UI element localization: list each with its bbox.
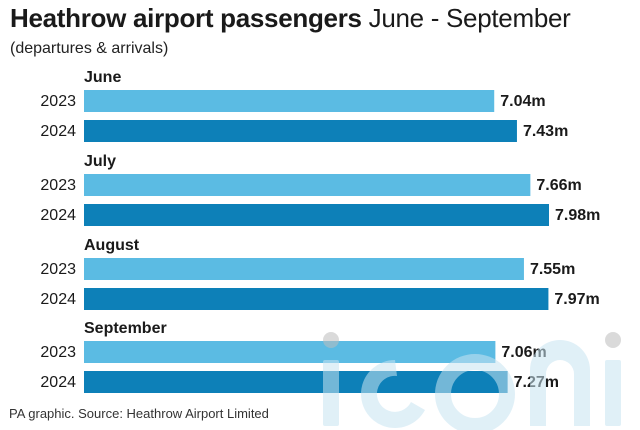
data-label: 7.55m — [530, 261, 575, 278]
chart-title-light: June - September — [368, 3, 571, 33]
bar — [84, 174, 531, 196]
group-label: June — [84, 69, 121, 86]
bar-chart: June 2023 7.04m 2024 7.43m July 2023 7.66m 2024 7… — [40, 69, 600, 393]
year-label: 2024 — [40, 123, 76, 140]
bar — [84, 371, 508, 393]
data-label: 7.66m — [536, 177, 581, 194]
group-label: July — [84, 153, 116, 170]
year-label: 2023 — [40, 93, 76, 110]
bar — [84, 288, 549, 310]
bar — [84, 204, 549, 226]
data-label: 7.06m — [501, 344, 546, 361]
bar — [84, 90, 495, 112]
year-label: 2023 — [40, 344, 76, 361]
data-label: 7.43m — [523, 123, 568, 140]
group-label: September — [84, 320, 167, 337]
year-label: 2023 — [40, 261, 76, 278]
data-label: 7.27m — [514, 374, 559, 391]
data-label: 7.97m — [554, 291, 599, 308]
data-label: 7.98m — [555, 207, 600, 224]
bar — [84, 258, 524, 280]
chart-title: Heathrow airport passengers June - Septe… — [10, 3, 571, 33]
bar — [84, 120, 517, 142]
chart-title-bold: Heathrow airport passengers — [10, 3, 362, 33]
group-label: August — [84, 237, 140, 254]
year-label: 2024 — [40, 291, 76, 308]
bar — [84, 341, 496, 363]
year-label: 2024 — [40, 374, 76, 391]
year-label: 2023 — [40, 177, 76, 194]
chart-subtitle: (departures & arrivals) — [10, 40, 169, 57]
data-label: 7.04m — [500, 93, 545, 110]
source-footer: PA graphic. Source: Heathrow Airport Lim… — [9, 406, 269, 421]
year-label: 2024 — [40, 207, 76, 224]
